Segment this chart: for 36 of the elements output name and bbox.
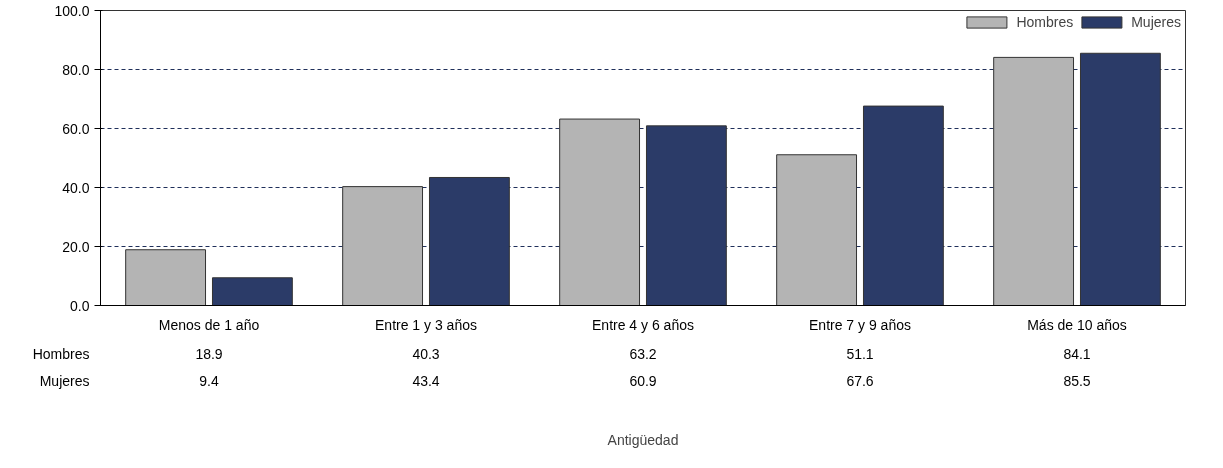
text: Mujeres	[39, 373, 90, 389]
bar	[559, 118, 641, 306]
data-label: 18.9	[195, 345, 223, 362]
data-label: 84.1	[1063, 345, 1091, 362]
bar	[862, 105, 944, 306]
data-label: 63.2	[629, 345, 657, 362]
y-tick-label: 0.0	[70, 297, 90, 314]
bar	[211, 277, 293, 306]
x-tick-label: Entre 1 y 3 años	[375, 316, 477, 333]
data-label: 9.4	[199, 373, 219, 389]
data-label: 40.3	[412, 345, 440, 362]
bar	[125, 249, 207, 306]
x-tick-label: Entre 4 y 6 años	[592, 316, 694, 333]
bar	[993, 56, 1075, 306]
legend-label: Mujeres	[1131, 14, 1181, 30]
text: Hombres	[32, 345, 90, 362]
legend-label: Hombres	[1016, 14, 1074, 30]
y-tick-label: 80.0	[62, 61, 90, 78]
x-tick-label: Entre 7 y 9 años	[809, 316, 911, 333]
y-tick-label: 60.0	[62, 120, 90, 137]
bar	[1079, 52, 1161, 306]
data-label: 51.1	[846, 345, 874, 362]
bar	[428, 176, 510, 306]
y-tick-label: 20.0	[62, 238, 90, 255]
data-label: 85.5	[1063, 373, 1091, 389]
data-label: 67.6	[846, 373, 874, 389]
bar	[776, 154, 858, 306]
text: Antigüedad	[607, 431, 679, 448]
data-label: 60.9	[629, 373, 657, 389]
x-tick-label: Más de 10 años	[1027, 316, 1127, 333]
y-tick-label: 40.0	[62, 179, 90, 196]
data-label: 43.4	[412, 373, 440, 389]
y-tick-label: 100.0	[54, 2, 90, 19]
bar	[342, 186, 424, 306]
bar	[645, 125, 727, 306]
x-tick-label: Menos de 1 año	[158, 316, 260, 333]
